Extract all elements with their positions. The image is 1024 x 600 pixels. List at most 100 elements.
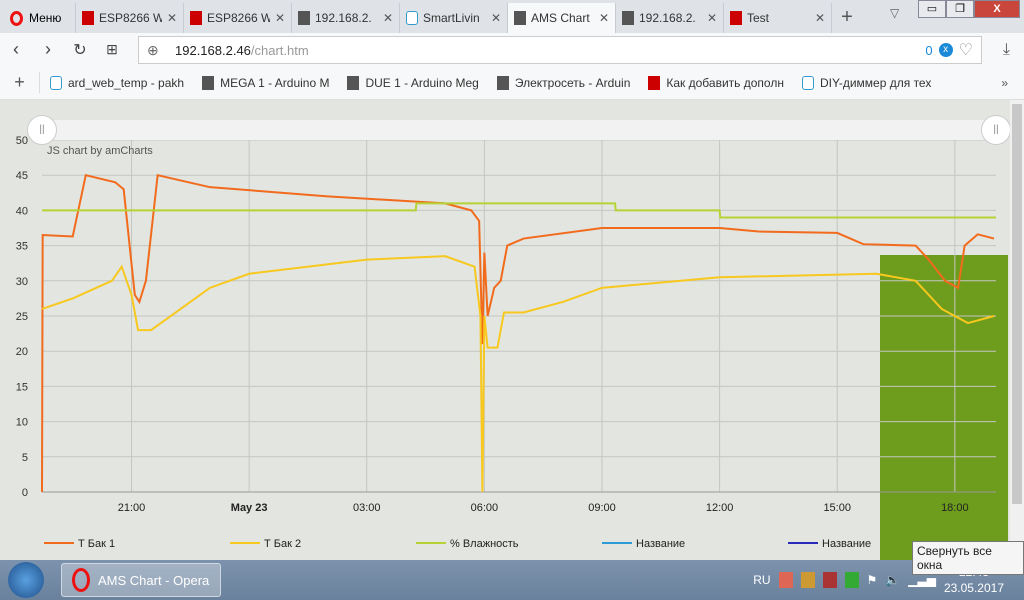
close-tab-icon[interactable]: ✕ [274,11,285,25]
doc-favicon-icon [496,75,509,90]
reload-button[interactable]: ↻ [73,41,87,59]
network-icon[interactable]: ▁▃▅ [908,573,936,587]
close-tab-icon[interactable]: ✕ [382,11,393,25]
esp-favicon-icon [82,11,94,25]
add-bookmark-button[interactable]: + [0,72,40,93]
doc-favicon-icon [347,75,360,90]
back-button[interactable]: ‹ [13,39,19,59]
address-bar-row: ‹ › ↻ ⊞ ⊕ 192.168.2.46/chart.htm 0 x ♡ ⤓ [0,33,1024,66]
bookmark[interactable]: Как добавить дополн [648,75,784,90]
taskbar: AMS Chart - Opera RU ⚑ 🔈 ▁▃▅ 22:4323.05.… [0,560,1024,600]
more-bookmarks-icon[interactable]: » [1001,75,1008,90]
volume-icon[interactable]: 🔈 [885,573,901,587]
doc-favicon-icon [298,11,310,25]
tab-label: ESP8266 W [207,11,270,25]
legend-label: Название [636,538,685,550]
power-icon[interactable] [822,572,837,588]
tab[interactable]: ESP8266 W ✕ [184,3,292,33]
tab[interactable]: Test ✕ [724,3,832,33]
x-tick-label: 18:00 [941,502,969,514]
bookmark-label: DUE 1 - Arduino Meg [365,75,479,90]
esp-favicon-icon [648,75,661,90]
tab-bar: Меню ESP8266 W ✕ ESP8266 W ✕ 192.168.2. ✕ Smar… [0,0,1024,33]
opera-menu-button[interactable]: Меню [0,3,76,33]
tray-chart-icon[interactable] [800,572,815,588]
download-icon[interactable]: ⤓ [1002,40,1010,58]
tab[interactable]: 192.168.2. ✕ [616,3,724,33]
url-host: 192.168.2.46 [175,42,251,58]
chart-scrollbar[interactable] [42,120,996,140]
heart-icon[interactable]: ♡ [958,42,973,59]
system-tray: RU ⚑ 🔈 ▁▃▅ 22:4323.05.2017 [753,560,1024,600]
bookmark[interactable]: Электросеть - Arduin [496,75,631,90]
scrollbar-left-handle[interactable]: || [27,115,57,145]
tray-check-icon[interactable] [844,572,859,588]
x-tick-label: 03:00 [353,502,381,514]
tab-menu-icon[interactable]: ▽ [890,6,900,20]
tab[interactable]: 192.168.2. ✕ [292,3,400,33]
esp-favicon-icon [730,11,742,25]
scrollbar-right-handle[interactable]: || [981,115,1011,145]
legend-label: Т Бак 2 [264,538,301,550]
legend-label: Т Бак 1 [78,538,115,550]
y-tick-label: 30 [16,276,28,288]
close-tab-icon[interactable]: ✕ [166,11,177,25]
close-window-button[interactable]: X [974,0,1020,18]
desktop-wallpaper-overlay [880,255,1008,560]
x-tick-label: 12:00 [706,502,734,514]
tab[interactable]: ESP8266 W ✕ [76,3,184,33]
x-tick-label: 21:00 [118,502,146,514]
close-tab-icon[interactable]: ✕ [490,11,501,25]
tab-label: Test [747,11,770,25]
close-tab-icon[interactable]: ✕ [706,11,717,25]
tab-label: 192.168.2. [315,11,372,25]
bookmark[interactable]: ard_web_temp - pakh [50,75,185,90]
tab-label: ESP8266 W [99,11,162,25]
series-line-0 [41,173,995,493]
page-content: 0 5 10 15 20 25 30 35 40 45 50 21:00 May 23 03:00 06:0… [0,100,1010,560]
flag-icon[interactable]: ⚑ [866,573,878,587]
chart: 0 5 10 15 20 25 30 35 40 45 50 21:00 May 23 03:00 06:0… [16,135,1008,560]
y-tick-label: 45 [16,170,28,182]
new-tab-button[interactable]: + [841,6,853,28]
url-field[interactable]: ⊕ 192.168.2.46/chart.htm 0 x ♡ [138,36,982,64]
forward-button[interactable]: › [45,39,51,59]
close-tab-icon[interactable]: ✕ [598,11,609,25]
x-tick-label: 06:00 [471,502,499,514]
adblock-icon[interactable]: x [938,43,953,57]
tab-label: AMS Chart [531,11,590,25]
tab-label: SmartLivin [423,11,480,25]
adblock-count: 0 [925,42,933,58]
w-favicon-icon [50,75,62,90]
close-tab-icon[interactable]: ✕ [814,11,825,25]
y-tick-label: 5 [22,452,28,464]
doc-favicon-icon [622,11,634,25]
scrollbar-thumb[interactable] [1012,104,1022,504]
globe-icon: ⊕ [147,41,159,58]
task-label: AMS Chart - Opera [98,572,210,588]
bookmark-label: ard_web_temp - pakh [68,75,185,90]
bookmark[interactable]: DIY-диммер для тех [801,75,931,90]
language-indicator[interactable]: RU [753,573,771,587]
esp-favicon-icon [190,11,202,25]
y-tick-label: 15 [16,381,28,393]
doc-favicon-icon [202,75,215,90]
tab[interactable]: SmartLivin ✕ [400,3,508,33]
series-line-1 [41,255,995,493]
taskbar-opera[interactable]: AMS Chart - Opera [61,563,221,597]
bookmark-label: Электросеть - Arduin [514,75,631,90]
y-tick-label: 25 [16,311,28,323]
bookmark[interactable]: MEGA 1 - Arduino M [202,75,329,90]
restore-button[interactable]: ❐ [946,0,974,18]
speed-dial-icon[interactable]: ⊞ [106,41,118,57]
series-line-2 [42,202,996,219]
tray-app-icon[interactable] [778,572,793,588]
bookmark[interactable]: DUE 1 - Arduino Meg [347,75,479,90]
page-scrollbar[interactable] [1010,100,1024,560]
tab[interactable]: AMS Chart ✕ [508,3,616,33]
start-button[interactable] [8,562,44,598]
menu-label: Меню [29,11,62,25]
chart-credit: JS chart by amCharts [47,145,153,157]
y-tick-label: 50 [16,135,28,147]
minimize-button[interactable]: ▭ [918,0,946,18]
